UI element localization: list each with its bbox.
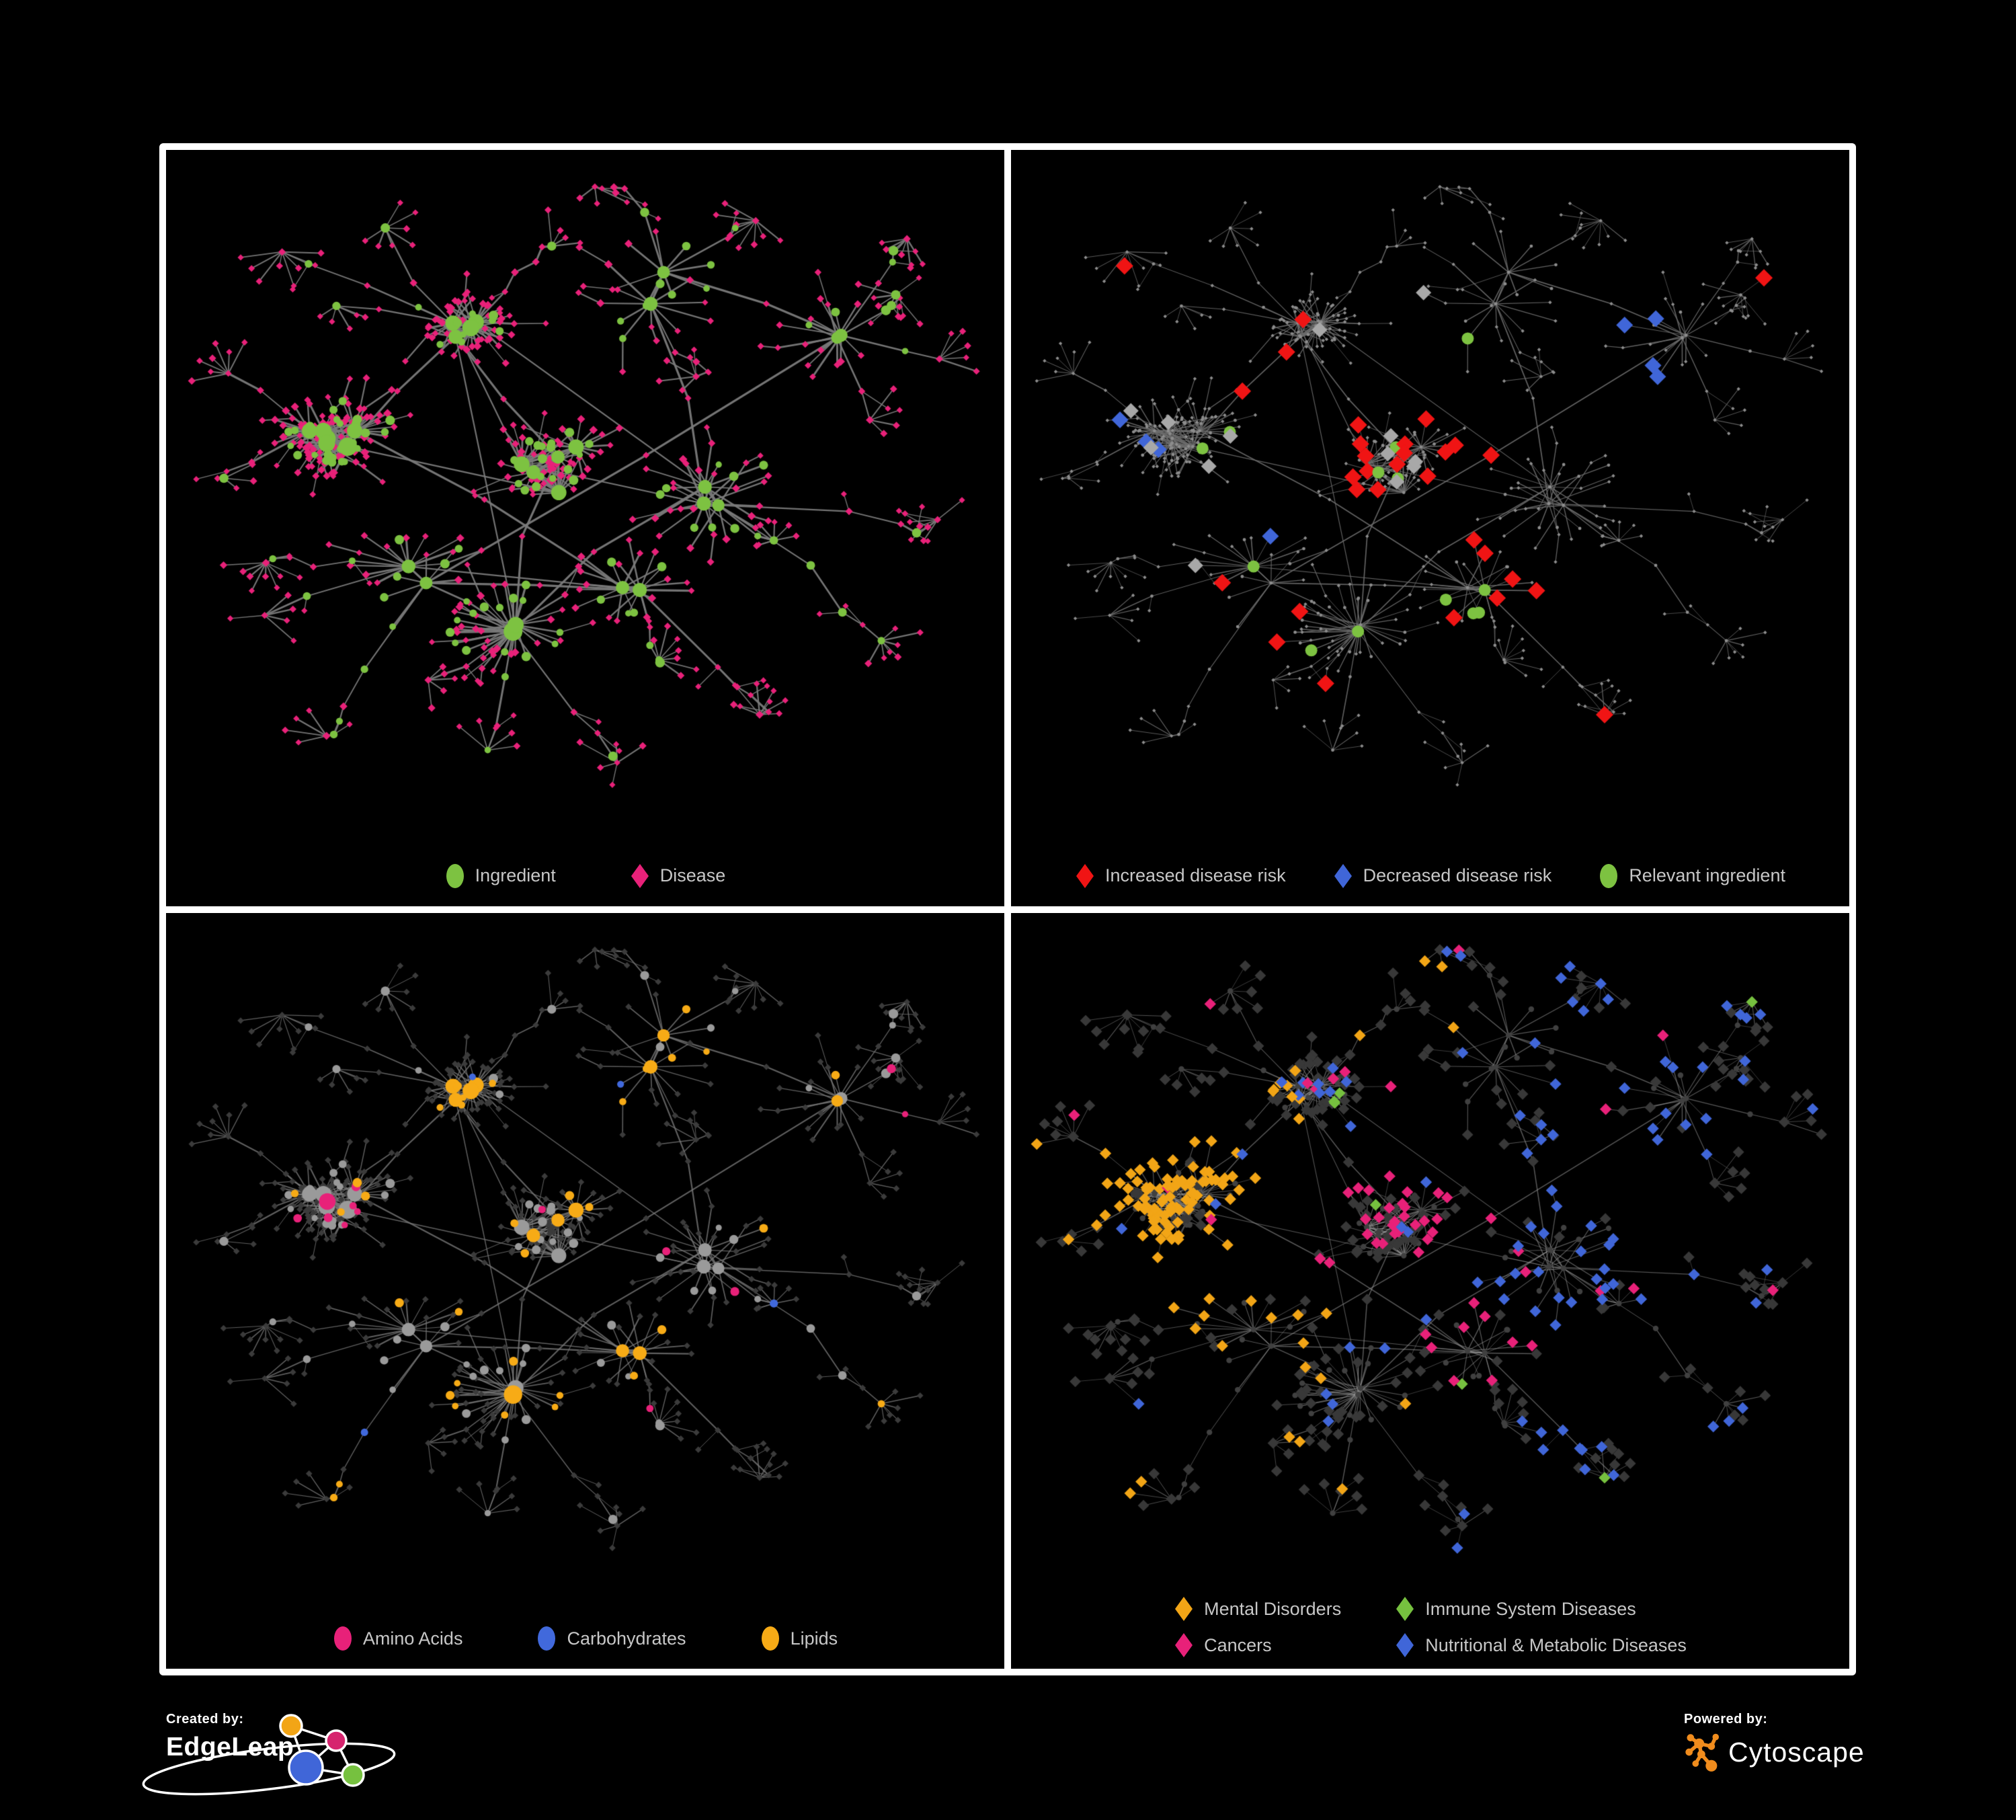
diamond-swatch [1396,1597,1414,1621]
diamond-swatch [1175,1597,1193,1621]
diamond-swatch [1396,1633,1414,1657]
diamond-swatch [1334,863,1352,888]
diamond-swatch [631,863,649,888]
cytoscape-logo-text: Cytoscape [1728,1736,1865,1768]
legend-label: Increased disease risk [1105,865,1286,885]
legend-item: Carbohydrates [536,1626,686,1651]
network-disease-categories [1011,912,1849,1669]
diamond-swatch [1175,1633,1193,1657]
cytoscape-logo-icon [1685,1733,1720,1772]
legend-disease-risk: Increased disease risk Decreased disease … [1011,863,1849,889]
legend-ingredient-disease: Ingredient Disease [166,863,1004,889]
figure-grid: Ingredient Disease Increased disease risk… [159,143,1856,1675]
legend-label: Nutritional & Metabolic Diseases [1425,1634,1687,1655]
legend-item: Decreased disease risk [1333,863,1552,889]
circle-swatch [1600,863,1618,888]
edgeleap-node-blue [288,1749,324,1786]
legend-label: Carbohydrates [567,1628,686,1649]
legend-label: Lipids [790,1628,838,1649]
panel-macronutrients: Amino Acids Carbohydrates Lipids [166,912,1004,1669]
legend-item: Mental Disorders [1174,1596,1341,1622]
circle-swatch [761,1626,779,1651]
circle-swatch [333,1626,352,1651]
diamond-swatch [1076,863,1094,888]
circle-swatch [446,863,464,888]
powered-by-label: Powered by: [1684,1712,1768,1727]
legend-item: Amino Acids [333,1626,463,1651]
legend-item: Lipids [760,1626,838,1651]
edgeleap-node-orange [279,1714,303,1738]
legend-item: Relevant ingredient [1599,863,1785,889]
legend-item: Cancers [1174,1632,1272,1658]
edgeleap-branding: Created by: EdgeLeap [142,1712,396,1796]
network-macronutrients [166,912,1004,1669]
legend-disease-categories: Mental Disorders Immune System Diseases Ca… [1011,1596,1849,1658]
legend-label: Relevant ingredient [1629,865,1785,885]
legend-item: Ingredient [445,863,556,889]
network-ingredient-disease [166,150,1004,906]
edgeleap-node-green [341,1763,365,1787]
legend-item: Nutritional & Metabolic Diseases [1395,1632,1687,1658]
circle-swatch [538,1626,556,1651]
legend-label: Cancers [1204,1634,1272,1655]
network-disease-risk [1011,150,1849,906]
legend-macronutrients: Amino Acids Carbohydrates Lipids [166,1626,1004,1651]
panel-ingredient-disease: Ingredient Disease [166,150,1004,906]
legend-item: Disease [630,863,726,889]
legend-label: Decreased disease risk [1363,865,1552,885]
legend-label: Immune System Diseases [1425,1598,1636,1619]
legend-item: Immune System Diseases [1395,1596,1636,1622]
legend-label: Amino Acids [362,1628,463,1649]
legend-item: Increased disease risk [1075,863,1286,889]
created-by-label: Created by: [166,1712,244,1727]
panel-disease-risk: Increased disease risk Decreased disease … [1011,150,1849,906]
cytoscape-branding: Powered by: Cytoscap [1684,1712,1865,1773]
legend-label: Ingredient [475,865,556,885]
legend-label: Mental Disorders [1204,1598,1342,1619]
edgeleap-node-pink [325,1729,348,1752]
panel-disease-categories: Mental Disorders Immune System Diseases Ca… [1011,912,1849,1669]
legend-label: Disease [659,865,726,885]
edgeleap-logo-icon [279,1714,365,1787]
